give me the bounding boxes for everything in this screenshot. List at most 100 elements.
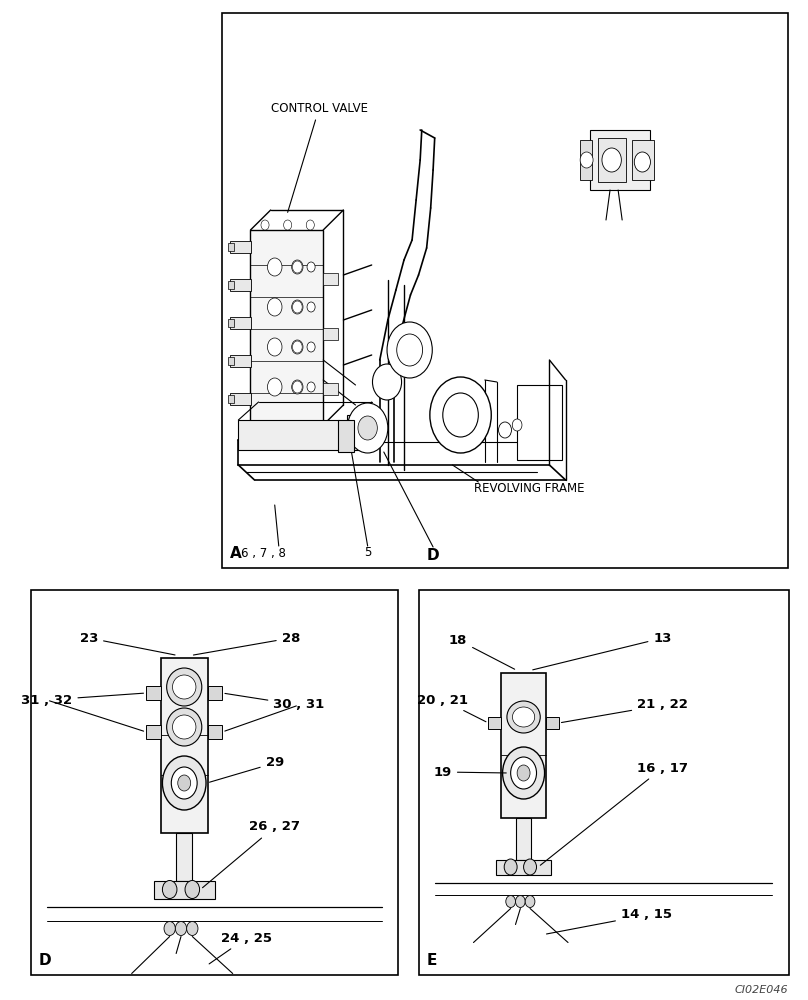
Text: 19: 19 bbox=[434, 766, 507, 778]
Circle shape bbox=[175, 922, 187, 936]
Bar bbox=[228, 319, 234, 327]
Text: 14 , 15: 14 , 15 bbox=[546, 908, 672, 934]
Bar bbox=[338, 420, 354, 452]
Ellipse shape bbox=[166, 708, 202, 746]
Circle shape bbox=[602, 148, 621, 172]
Bar bbox=[228, 395, 234, 403]
Text: CONTROL VALVE: CONTROL VALVE bbox=[271, 102, 368, 212]
Bar bbox=[496, 859, 551, 874]
Circle shape bbox=[267, 338, 282, 356]
Circle shape bbox=[162, 756, 206, 810]
Circle shape bbox=[292, 261, 302, 273]
Bar bbox=[222, 13, 788, 568]
Circle shape bbox=[307, 302, 315, 312]
Text: 29: 29 bbox=[209, 756, 284, 782]
Ellipse shape bbox=[173, 675, 196, 699]
Circle shape bbox=[506, 896, 516, 908]
Circle shape bbox=[306, 220, 314, 230]
Text: 20 , 21: 20 , 21 bbox=[417, 694, 486, 722]
Bar bbox=[230, 317, 251, 329]
Bar bbox=[419, 590, 789, 975]
Ellipse shape bbox=[173, 715, 196, 739]
Circle shape bbox=[307, 342, 315, 352]
Circle shape bbox=[171, 767, 197, 799]
Text: 26 , 27: 26 , 27 bbox=[203, 820, 301, 888]
Circle shape bbox=[292, 341, 302, 353]
Bar bbox=[228, 357, 234, 365]
Circle shape bbox=[358, 416, 377, 440]
Circle shape bbox=[443, 393, 478, 437]
Circle shape bbox=[580, 152, 593, 168]
Circle shape bbox=[187, 922, 198, 936]
Circle shape bbox=[517, 765, 530, 781]
Circle shape bbox=[267, 298, 282, 316]
Text: REVOLVING FRAME: REVOLVING FRAME bbox=[474, 482, 584, 494]
Bar bbox=[31, 590, 398, 975]
Circle shape bbox=[185, 880, 200, 898]
Text: 31 , 32: 31 , 32 bbox=[21, 693, 144, 706]
Circle shape bbox=[292, 300, 303, 314]
Circle shape bbox=[504, 859, 517, 875]
Bar bbox=[501, 672, 546, 818]
Text: CI02E046: CI02E046 bbox=[734, 985, 788, 995]
Bar bbox=[580, 140, 592, 180]
Bar bbox=[347, 415, 365, 450]
Bar bbox=[598, 138, 626, 182]
Text: 6 , 7 , 8: 6 , 7 , 8 bbox=[241, 546, 286, 560]
Bar bbox=[230, 241, 251, 253]
Circle shape bbox=[162, 880, 177, 898]
Bar bbox=[230, 393, 251, 405]
Circle shape bbox=[516, 896, 525, 908]
Ellipse shape bbox=[166, 668, 202, 706]
Circle shape bbox=[525, 896, 535, 908]
Text: E: E bbox=[427, 953, 437, 968]
Bar bbox=[146, 686, 161, 700]
Bar bbox=[230, 355, 251, 367]
Text: A: A bbox=[230, 546, 242, 561]
Bar bbox=[323, 383, 338, 395]
Bar bbox=[323, 328, 338, 340]
Text: 24 , 25: 24 , 25 bbox=[209, 932, 272, 964]
Bar bbox=[238, 420, 339, 450]
Ellipse shape bbox=[512, 707, 535, 727]
Bar bbox=[516, 818, 531, 859]
Text: D: D bbox=[39, 953, 52, 968]
Circle shape bbox=[267, 378, 282, 396]
Circle shape bbox=[347, 403, 388, 453]
Bar bbox=[250, 230, 323, 425]
Circle shape bbox=[292, 380, 303, 394]
Text: 21 , 22: 21 , 22 bbox=[562, 698, 688, 723]
Circle shape bbox=[430, 377, 491, 453]
Text: 13: 13 bbox=[532, 632, 671, 670]
Text: 5: 5 bbox=[364, 546, 372, 560]
Text: 30 , 31: 30 , 31 bbox=[225, 693, 325, 712]
Circle shape bbox=[307, 262, 315, 272]
Bar bbox=[176, 832, 192, 880]
Bar bbox=[228, 281, 234, 289]
Bar bbox=[161, 658, 208, 832]
Bar bbox=[146, 725, 161, 739]
Circle shape bbox=[261, 220, 269, 230]
Circle shape bbox=[284, 220, 292, 230]
Ellipse shape bbox=[507, 701, 541, 733]
Bar bbox=[590, 130, 650, 190]
Bar bbox=[154, 880, 215, 898]
Text: 18: 18 bbox=[449, 634, 515, 669]
Bar bbox=[323, 273, 338, 285]
Text: 16 , 17: 16 , 17 bbox=[541, 762, 688, 865]
Text: 23: 23 bbox=[80, 632, 175, 655]
Circle shape bbox=[372, 364, 402, 400]
Bar bbox=[208, 686, 222, 700]
Circle shape bbox=[267, 258, 282, 276]
Bar bbox=[488, 717, 501, 729]
Bar bbox=[228, 243, 234, 251]
Circle shape bbox=[292, 381, 302, 393]
Circle shape bbox=[164, 922, 175, 936]
Circle shape bbox=[524, 859, 537, 875]
Circle shape bbox=[511, 757, 537, 789]
Circle shape bbox=[292, 340, 303, 354]
Bar bbox=[546, 717, 559, 729]
Bar bbox=[632, 140, 654, 180]
Circle shape bbox=[499, 422, 511, 438]
Circle shape bbox=[387, 322, 432, 378]
